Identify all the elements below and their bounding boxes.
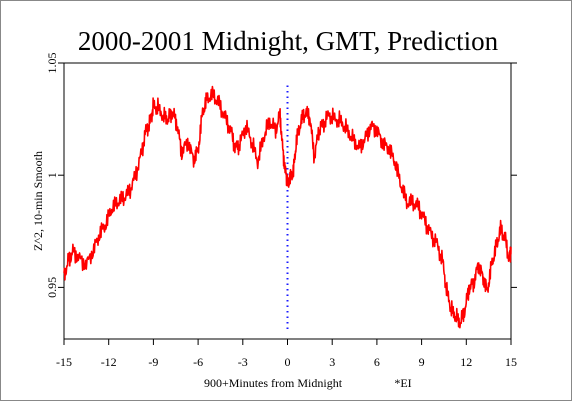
- x-axis: -15 -12 -9 -6 -3 0 3 6 9 12 15: [56, 339, 517, 369]
- x-tick-label: 9: [419, 355, 425, 369]
- y-tick-label: 0.95: [45, 277, 59, 298]
- chart-title: 2000-2001 Midnight, GMT, Prediction: [78, 26, 499, 56]
- x-tick-label: -6: [193, 355, 203, 369]
- x-tick-label: 0: [285, 355, 291, 369]
- x-tick-label: -12: [101, 355, 117, 369]
- y-axis-title: Z^2, 10-min Smooth: [31, 151, 45, 251]
- series-line: [63, 85, 512, 329]
- x-tick-label: -15: [56, 355, 72, 369]
- x-tick-label: -3: [238, 355, 248, 369]
- x-tick-label: 15: [505, 355, 517, 369]
- x-axis-title: 900+Minutes from Midnight: [204, 376, 343, 390]
- x-tick-label: 3: [329, 355, 335, 369]
- x-tick-label: 12: [460, 355, 472, 369]
- y-axis: 0.95 1 1.05: [45, 53, 517, 298]
- y-tick-label: 1: [45, 172, 59, 178]
- chart-annotation: *EI: [394, 376, 411, 390]
- y-tick-label: 1.05: [45, 53, 59, 74]
- x-tick-label: -9: [148, 355, 158, 369]
- x-tick-label: 6: [374, 355, 380, 369]
- series-layer: [63, 85, 512, 329]
